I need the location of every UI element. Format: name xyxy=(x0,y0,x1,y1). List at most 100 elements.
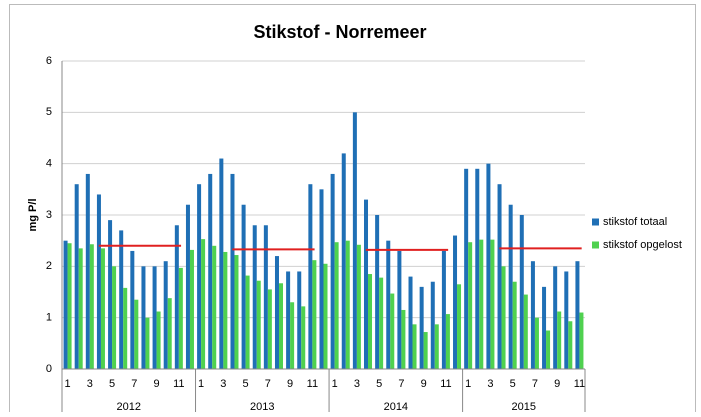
bar xyxy=(267,289,272,369)
bar xyxy=(230,173,235,369)
x-tick-label: 9 xyxy=(287,378,293,390)
x-tick-label: 5 xyxy=(376,378,382,390)
bar xyxy=(564,271,569,369)
bar xyxy=(490,239,495,369)
x-tick-label: 1 xyxy=(465,378,471,390)
bar xyxy=(145,317,150,369)
bar xyxy=(234,255,239,369)
bar xyxy=(441,250,446,369)
bar xyxy=(219,158,224,369)
bar xyxy=(123,287,128,369)
bar xyxy=(352,112,357,369)
x-group-label: 2013 xyxy=(250,401,274,412)
x-tick-label: 1 xyxy=(198,378,204,390)
bar xyxy=(89,244,94,369)
bar xyxy=(96,194,101,369)
y-tick-label: 2 xyxy=(46,260,52,272)
bar xyxy=(375,215,380,369)
bar xyxy=(312,260,317,369)
bar xyxy=(364,199,369,369)
x-tick-label: 5 xyxy=(510,378,516,390)
legend-label: stikstof opgelost xyxy=(603,239,682,251)
bar xyxy=(557,311,562,369)
bar xyxy=(453,235,458,369)
bar xyxy=(445,314,450,369)
bar xyxy=(256,280,261,369)
y-tick-label: 0 xyxy=(46,363,52,375)
bar xyxy=(130,250,135,369)
bar xyxy=(189,249,194,369)
bar xyxy=(390,293,395,369)
bar xyxy=(74,184,79,369)
bar xyxy=(486,163,491,369)
bar xyxy=(141,266,146,369)
bar xyxy=(464,168,469,369)
bar xyxy=(208,173,213,369)
bar xyxy=(501,266,506,369)
bar xyxy=(345,240,350,369)
x-tick-label: 3 xyxy=(487,378,493,390)
bar xyxy=(163,261,168,369)
bar xyxy=(108,220,113,369)
x-group-label: 2014 xyxy=(384,401,408,412)
x-tick-label: 1 xyxy=(332,378,338,390)
chart-title: Stikstof - Norremeer xyxy=(253,22,426,42)
bar xyxy=(185,204,190,369)
bar xyxy=(119,230,124,369)
bar xyxy=(112,266,117,369)
bar xyxy=(85,173,90,369)
legend-swatch xyxy=(592,218,599,226)
legend-label: stikstof totaal xyxy=(603,216,667,228)
x-tick-label: 3 xyxy=(87,378,93,390)
x-tick-label: 11 xyxy=(173,378,184,390)
bar xyxy=(379,277,384,369)
bar xyxy=(67,243,72,369)
x-group-label: 2015 xyxy=(512,401,536,412)
bar xyxy=(290,302,295,369)
bar xyxy=(542,286,547,369)
y-axis-title: mg P/l xyxy=(27,198,39,231)
bar xyxy=(341,153,346,369)
x-tick-label: 3 xyxy=(354,378,360,390)
x-tick-label: 5 xyxy=(243,378,249,390)
bar xyxy=(568,321,573,369)
bar xyxy=(356,244,361,369)
bar xyxy=(245,275,250,369)
bar xyxy=(152,266,157,369)
bar xyxy=(434,324,439,369)
x-tick-label: 7 xyxy=(532,378,538,390)
bar xyxy=(430,281,435,369)
bar xyxy=(479,239,484,369)
bar xyxy=(274,256,279,369)
x-tick-label: 11 xyxy=(440,378,451,390)
bar xyxy=(201,239,206,369)
bar xyxy=(297,271,302,369)
x-tick-label: 1 xyxy=(65,378,71,390)
bar xyxy=(423,332,428,369)
bar xyxy=(134,299,139,369)
y-tick-label: 1 xyxy=(46,312,52,324)
bar xyxy=(78,248,83,369)
bar xyxy=(497,184,502,369)
x-tick-label: 11 xyxy=(574,378,585,390)
bar xyxy=(397,250,402,369)
bar xyxy=(408,276,413,369)
bar xyxy=(174,225,179,369)
bar xyxy=(263,225,268,369)
bar xyxy=(519,215,524,369)
y-tick-label: 6 xyxy=(46,55,52,67)
bar xyxy=(308,184,313,369)
legend-swatch xyxy=(592,241,599,249)
bar xyxy=(475,168,480,369)
bar xyxy=(401,309,406,369)
bar xyxy=(252,225,257,369)
x-group-label: 2012 xyxy=(117,401,141,412)
bar xyxy=(241,204,246,369)
bar xyxy=(546,330,551,369)
bar xyxy=(530,261,535,369)
bar xyxy=(579,312,584,369)
x-tick-label: 7 xyxy=(398,378,404,390)
bar xyxy=(278,283,283,369)
bar xyxy=(368,274,373,369)
